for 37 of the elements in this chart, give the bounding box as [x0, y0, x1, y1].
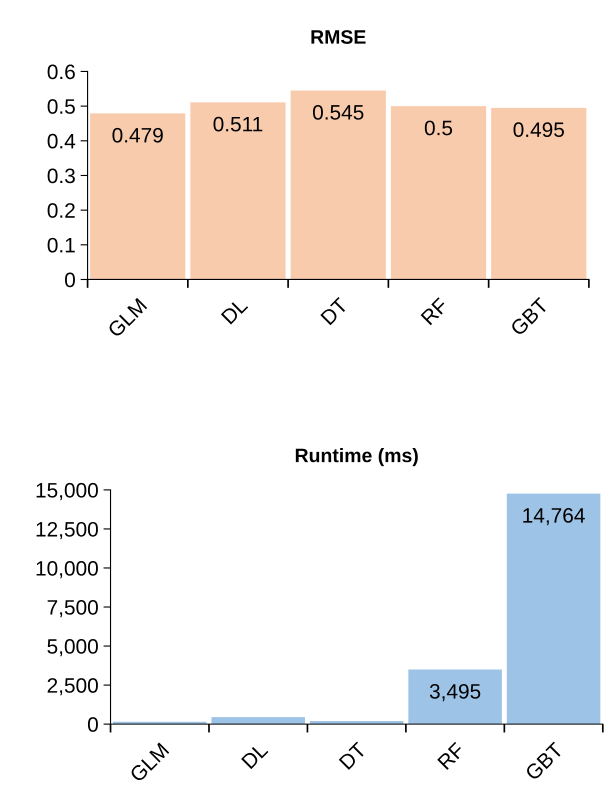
chart-title: RMSE [311, 30, 366, 44]
y-tick-label: 0.2 [48, 203, 75, 218]
bar [408, 670, 502, 724]
y-tick-label: 12,500 [36, 522, 98, 540]
x-tick-label: DL [220, 297, 248, 324]
x-tick-label: RF [420, 297, 449, 326]
y-tick-label: 0 [88, 717, 98, 732]
y-tick-label: 15,000 [36, 482, 98, 500]
data-label: 0.479 [112, 128, 163, 143]
y-tick-label: 2,500 [48, 678, 98, 696]
bar [190, 102, 286, 280]
bar [211, 717, 305, 724]
y-tick-label: 0 [65, 272, 75, 288]
data-label: 0.511 [213, 116, 262, 132]
data-label: 0.495 [514, 122, 564, 138]
data-label: 0.5 [424, 120, 452, 136]
x-tick-label: RF [437, 742, 466, 770]
y-tick-label: 10,000 [36, 560, 98, 578]
y-tick-label: 0.5 [48, 99, 75, 114]
chart-title: Runtime (ms) [296, 448, 418, 466]
y-tick-label: 0.6 [48, 64, 75, 80]
y-tick-label: 0.1 [48, 238, 75, 253]
bar [491, 108, 586, 280]
x-tick-label: DT [338, 742, 367, 770]
data-label: 0.545 [312, 104, 364, 120]
data-label: 14,764 [523, 508, 585, 526]
data-label: 3,495 [430, 684, 480, 702]
y-tick-label: 7,500 [48, 600, 98, 618]
x-tick-label: DL [241, 742, 268, 770]
bar [90, 113, 186, 280]
bar [290, 90, 386, 280]
x-tick-label: DT [320, 297, 349, 326]
y-tick-label: 0.3 [48, 168, 75, 184]
bar [390, 106, 486, 280]
bar [506, 494, 600, 724]
y-tick-label: 5,000 [47, 639, 98, 656]
y-tick-label: 0.4 [48, 134, 76, 149]
